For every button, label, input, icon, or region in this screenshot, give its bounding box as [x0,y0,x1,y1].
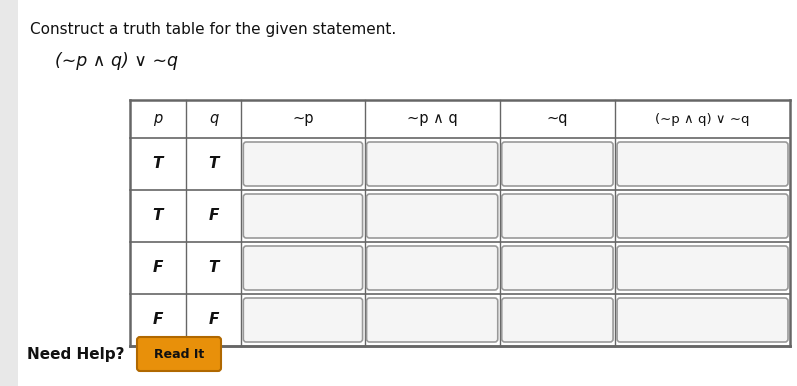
FancyBboxPatch shape [243,246,363,290]
FancyBboxPatch shape [502,298,613,342]
Text: Need Help?: Need Help? [27,347,124,362]
Text: T: T [153,208,163,223]
Text: T: T [208,261,218,276]
Text: ∼q: ∼q [547,112,568,127]
Text: Read It: Read It [154,347,204,361]
Text: F: F [153,313,163,327]
FancyBboxPatch shape [502,142,613,186]
FancyBboxPatch shape [243,142,363,186]
Text: F: F [153,261,163,276]
FancyBboxPatch shape [617,246,788,290]
Text: F: F [208,313,218,327]
FancyBboxPatch shape [502,194,613,238]
Text: Construct a truth table for the given statement.: Construct a truth table for the given st… [30,22,396,37]
Text: ∼p: ∼p [292,112,314,127]
FancyBboxPatch shape [367,194,498,238]
Text: (∼p ∧ q) ∨ ∼q: (∼p ∧ q) ∨ ∼q [55,52,178,70]
FancyBboxPatch shape [617,298,788,342]
Text: (∼p ∧ q) ∨ ∼q: (∼p ∧ q) ∨ ∼q [655,112,750,125]
FancyBboxPatch shape [137,337,221,371]
FancyBboxPatch shape [617,142,788,186]
FancyBboxPatch shape [502,246,613,290]
Text: p: p [153,112,163,127]
Text: T: T [208,156,218,171]
FancyBboxPatch shape [367,142,498,186]
Text: F: F [208,208,218,223]
Text: ∼p ∧ q: ∼p ∧ q [406,112,457,127]
Text: q: q [209,112,218,127]
Bar [130,100,790,346]
FancyBboxPatch shape [367,246,498,290]
FancyBboxPatch shape [243,194,363,238]
Text: T: T [153,156,163,171]
FancyBboxPatch shape [617,194,788,238]
FancyBboxPatch shape [243,298,363,342]
FancyBboxPatch shape [367,298,498,342]
